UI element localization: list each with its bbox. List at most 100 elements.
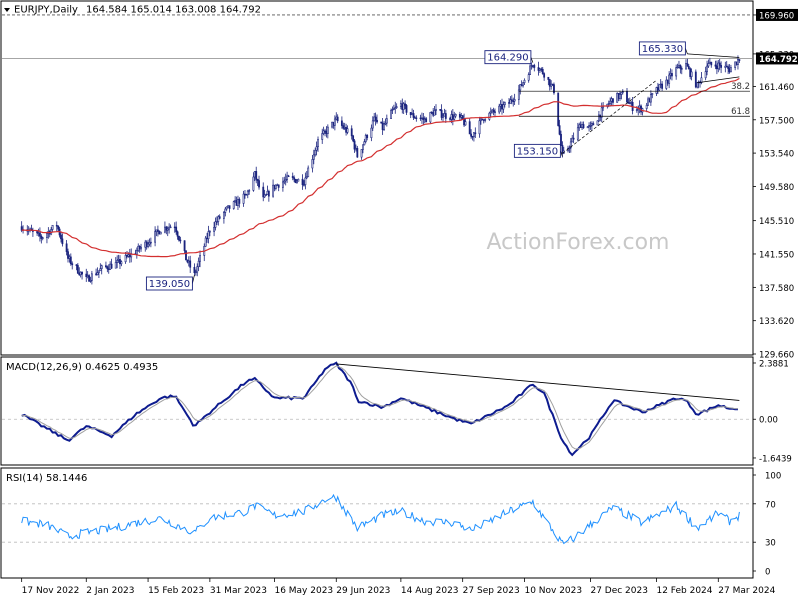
candle-body (60, 234, 62, 240)
candle-body (449, 118, 451, 120)
candle-body (281, 181, 284, 188)
candle-body (333, 118, 336, 126)
candle-body (425, 118, 428, 123)
candle-body (293, 177, 296, 180)
candle-body (117, 259, 120, 261)
candle-body (666, 79, 669, 84)
candle-body (37, 232, 40, 234)
candle-body (498, 105, 501, 113)
candle-body (40, 235, 43, 239)
candle-body (474, 132, 477, 135)
candle-body (284, 179, 287, 182)
candle-body (568, 147, 571, 150)
candle-body (582, 124, 585, 129)
candle-body (222, 212, 225, 219)
candle-body (630, 101, 633, 104)
candle-body (399, 103, 402, 107)
candle-body (649, 94, 652, 103)
candle-body (371, 120, 374, 129)
candle-body (380, 121, 383, 124)
candle-body (245, 194, 248, 196)
annotation-box (638, 41, 686, 56)
dropdown-triangle-icon[interactable] (4, 8, 10, 12)
candle-body (541, 68, 544, 74)
candle-body (543, 73, 546, 78)
candle-body (346, 128, 349, 133)
candle-body (390, 110, 392, 119)
candle-body (331, 121, 333, 128)
signal-line (21, 365, 739, 450)
candle-body (321, 133, 324, 140)
candle-body (207, 231, 210, 239)
candle-body (433, 110, 436, 116)
candle-body (109, 263, 112, 270)
candle-body (635, 109, 638, 111)
candle-body (199, 255, 201, 262)
candle-body (277, 184, 280, 188)
candle-body (480, 118, 482, 122)
candle-body (381, 122, 384, 130)
candle-body (137, 245, 140, 252)
candle-body (384, 122, 387, 125)
candle-body (168, 226, 171, 230)
candle-body (531, 65, 534, 67)
candle-body (718, 62, 721, 66)
price-axis-label: 129.660 (759, 351, 794, 361)
price-axis-label: 157.500 (759, 116, 794, 126)
price-axis-label: 149.580 (759, 183, 794, 193)
candle-body (738, 59, 741, 61)
candle-body (20, 226, 23, 231)
candle-body (696, 82, 699, 88)
candle-body (579, 124, 582, 128)
candle-body (717, 62, 720, 70)
candle-body (581, 124, 583, 128)
candle-body (78, 272, 81, 276)
candle-body (492, 109, 495, 113)
candle-body (680, 68, 683, 70)
candle-body (165, 226, 168, 231)
candle-body (287, 175, 290, 178)
candle-body (301, 178, 304, 186)
rsi-axis-label: 100 (765, 472, 781, 482)
candle-body (512, 100, 515, 102)
candle-body (262, 186, 265, 198)
candle-body (533, 65, 536, 68)
candle-body (352, 135, 355, 142)
candle-body (659, 83, 662, 86)
candle-body (227, 205, 230, 208)
candle-body (609, 100, 612, 104)
price-layer: 38.2 61.8 164.290 165.330 153.150 139.050 (20, 41, 750, 291)
candle-body (391, 109, 394, 111)
candle-body (509, 99, 512, 104)
candle-body (311, 159, 314, 169)
candle-body (105, 265, 107, 268)
candle-body (326, 126, 329, 134)
candle-body (110, 263, 113, 269)
candle-body (214, 221, 217, 228)
candle-body (85, 273, 88, 278)
candle-body (228, 205, 231, 209)
annotation-box (145, 276, 193, 291)
candle-body (232, 201, 235, 209)
candle-body (422, 117, 425, 120)
candle-body (617, 93, 620, 99)
candle-body (647, 98, 649, 106)
candle-body (619, 94, 621, 99)
candle-body (71, 263, 74, 266)
candle-body (402, 103, 405, 110)
candle-body (539, 68, 541, 71)
candle-body (255, 171, 258, 180)
candle-body (76, 265, 79, 274)
candle-body (366, 134, 369, 139)
candle-body (96, 272, 99, 275)
candle-body (193, 266, 196, 274)
candle-body (724, 65, 727, 68)
rsi-layer (21, 493, 740, 545)
candle-body (100, 265, 103, 269)
x-axis-label: 14 Aug 2023 (401, 586, 459, 596)
candle-body (186, 259, 189, 263)
candle-body (258, 180, 260, 188)
candle-body (68, 256, 71, 259)
price-axis-label: 141.550 (759, 250, 794, 260)
candle-body (710, 61, 713, 66)
